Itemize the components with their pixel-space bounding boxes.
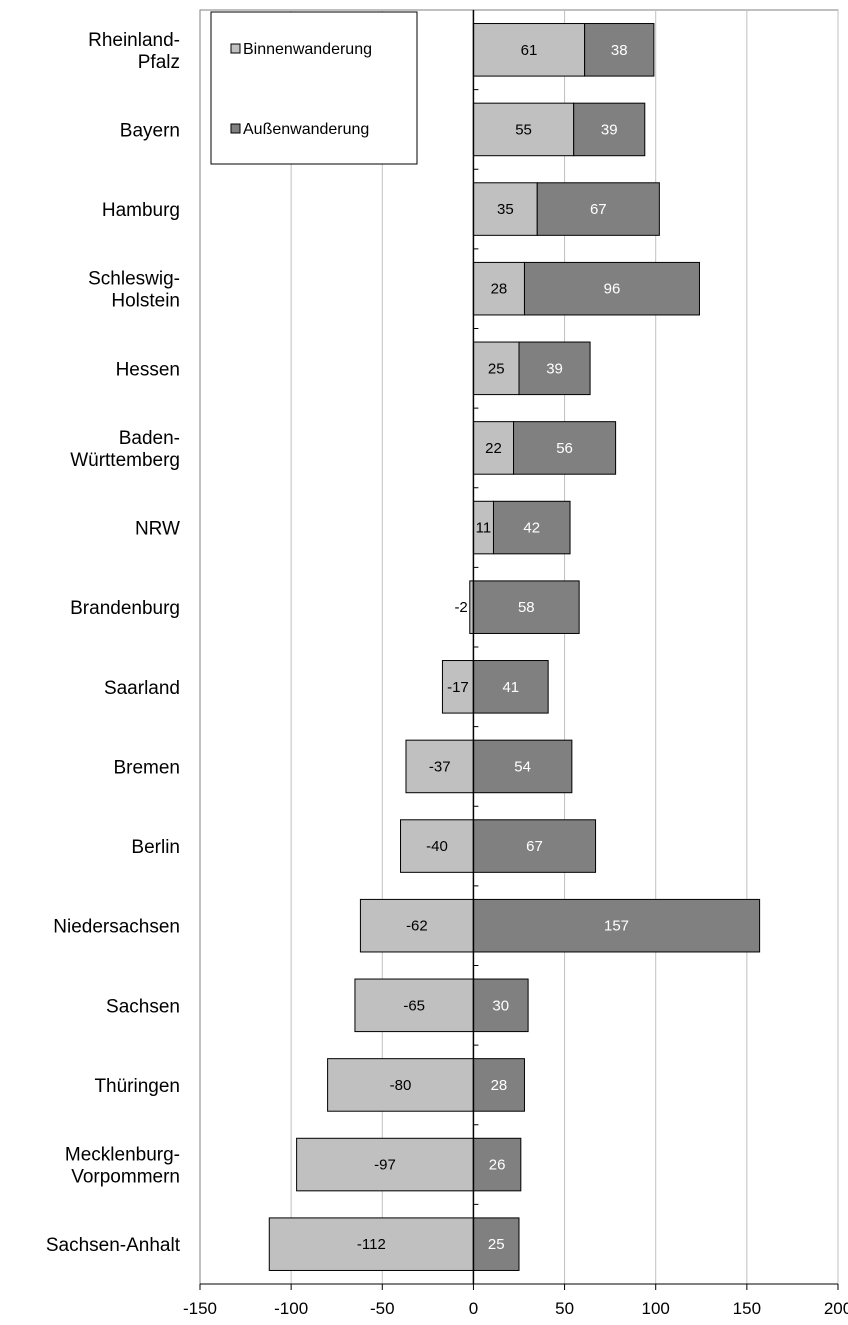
data-label: -80 [390, 1077, 412, 1094]
labels: 61 38 Rheinland-Pfalz 55 39 Bayern 35 67 Hamburg… [46, 30, 848, 1318]
category-label-rheinland-pfalz: Rheinland-Pfalz [88, 30, 180, 73]
data-label: 61 [521, 42, 538, 59]
category-label-saarland: Saarland [104, 678, 180, 699]
data-label: 28 [491, 281, 508, 298]
data-label: 96 [604, 281, 621, 298]
bar-binnenwanderung-niedersachsen [359, 898, 474, 953]
category-label-thueringen: Thüringen [94, 1076, 180, 1097]
bar-binnenwanderung-sachsen-anhalt [268, 1217, 474, 1271]
data-label: 25 [488, 1236, 505, 1253]
data-label: 25 [488, 360, 505, 377]
category-label-schleswig-holstein: Schleswig-Holstein [88, 269, 180, 312]
bar-aussenwanderung-thueringen [472, 1058, 525, 1112]
x-tick-label: 150 [733, 1299, 761, 1318]
legend: Binnenwanderung Außenwanderung [210, 11, 418, 165]
bars [268, 23, 761, 1271]
category-label-niedersachsen: Niedersachsen [53, 917, 180, 938]
data-label: -2 [454, 599, 467, 616]
bar-aussenwanderung-mecklenburg-vorpommern [472, 1137, 522, 1192]
data-label: -65 [403, 997, 425, 1014]
bar-aussenwanderung-hessen [518, 341, 591, 396]
category-label-bayern: Bayern [120, 120, 180, 141]
data-label: 26 [489, 1157, 506, 1174]
data-label: 67 [526, 838, 543, 855]
category-label-baden-wuerttemberg: Baden-Württemberg [70, 428, 180, 471]
bar-aussenwanderung-nrw [492, 500, 571, 555]
category-label-mecklenburg-vorpommern: Mecklenburg-Vorpommern [65, 1145, 180, 1188]
category-label-hessen: Hessen [116, 359, 180, 380]
category-label-berlin: Berlin [131, 837, 180, 858]
data-label: 39 [601, 121, 618, 138]
data-label: 56 [556, 440, 573, 457]
data-label: 11 [476, 520, 492, 537]
bar-aussenwanderung-saarland [472, 660, 549, 714]
x-tick-label: -50 [370, 1299, 395, 1318]
bar-binnenwanderung-hessen [472, 341, 520, 396]
data-label: -40 [426, 838, 448, 855]
bar-aussenwanderung-sachsen [472, 978, 529, 1033]
data-label: 54 [514, 758, 531, 775]
bar-aussenwanderung-rheinland-pfalz [584, 23, 655, 77]
legend-swatch-aussenwanderung [230, 123, 241, 134]
data-label: 42 [523, 520, 540, 537]
data-label: 22 [485, 440, 502, 457]
bar-binnenwanderung-baden-wuerttemberg [472, 421, 515, 475]
data-label: 35 [497, 201, 514, 218]
bar-binnenwanderung-berlin [400, 819, 474, 873]
category-label-brandenburg: Brandenburg [70, 598, 180, 619]
category-label-nrw: NRW [135, 519, 180, 540]
bar-aussenwanderung-hamburg [536, 182, 660, 236]
x-tick-label: 0 [469, 1299, 478, 1318]
axes [199, 10, 839, 1290]
data-label: 157 [604, 918, 629, 935]
data-label: 28 [491, 1077, 508, 1094]
category-label-bremen: Bremen [113, 757, 180, 778]
bar-aussenwanderung-sachsen-anhalt [472, 1217, 520, 1271]
bar-aussenwanderung-schleswig-holstein [523, 261, 700, 316]
category-label-hamburg: Hamburg [102, 200, 180, 221]
bar-binnenwanderung-hamburg [472, 182, 538, 236]
legend-box [210, 11, 418, 165]
category-label-sachsen: Sachsen [106, 996, 180, 1017]
bar-binnenwanderung-schleswig-holstein [472, 261, 525, 316]
data-label: 67 [590, 201, 607, 218]
data-label: 55 [515, 121, 532, 138]
data-label: -112 [357, 1236, 386, 1253]
data-label: -37 [429, 758, 451, 775]
x-tick-label: 200 [824, 1299, 848, 1318]
bar-binnenwanderung-sachsen [354, 978, 474, 1033]
data-label: -97 [374, 1157, 396, 1174]
data-label: 41 [502, 679, 519, 696]
data-label: -17 [447, 679, 469, 696]
legend-label-aussenwanderung: Außenwanderung [243, 121, 369, 138]
data-label: 38 [611, 42, 628, 59]
x-tick-label: 50 [555, 1299, 574, 1318]
bar-aussenwanderung-bayern [573, 102, 646, 157]
legend-swatch-binnenwanderung [230, 43, 241, 54]
data-label: -62 [406, 918, 428, 935]
data-label: 39 [546, 360, 563, 377]
category-label-sachsen-anhalt: Sachsen-Anhalt [46, 1235, 181, 1256]
data-label: 30 [492, 997, 509, 1014]
bar-binnenwanderung-mecklenburg-vorpommern [296, 1137, 474, 1192]
legend-label-binnenwanderung: Binnenwanderung [243, 41, 372, 58]
x-tick-label: -150 [183, 1299, 217, 1318]
x-tick-label: -100 [274, 1299, 308, 1318]
bar-binnenwanderung-bremen [405, 739, 474, 794]
bar-binnenwanderung-bayern [472, 102, 575, 157]
bar-aussenwanderung-niedersachsen [472, 898, 761, 953]
bar-aussenwanderung-baden-wuerttemberg [513, 421, 617, 475]
x-tick-label: 100 [642, 1299, 670, 1318]
data-label: 58 [518, 599, 535, 616]
